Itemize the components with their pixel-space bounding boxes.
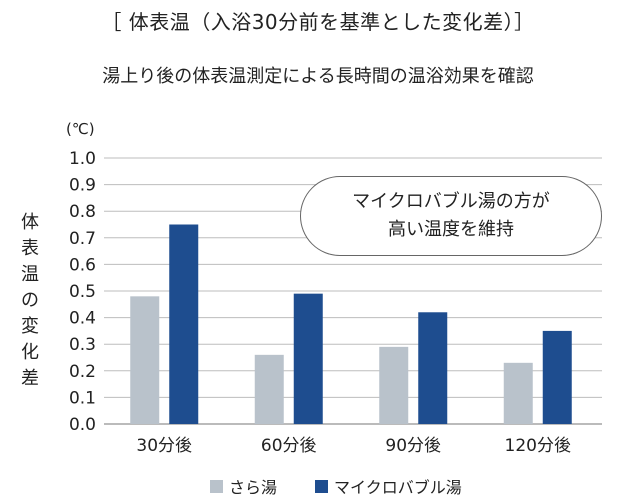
legend-label-sara: さら湯 (229, 478, 278, 497)
y-tick-label: 0.2 (69, 362, 96, 382)
chart-subtitle: 湯上り後の体表温測定による長時間の温浴効果を確認 (102, 66, 534, 87)
bar-microbubble (293, 293, 323, 424)
bar-microbubble (418, 312, 448, 424)
bar-sara (130, 296, 160, 424)
y-tick-label: 0.0 (69, 415, 96, 435)
x-tick-label: 90分後 (385, 436, 441, 456)
bar-microbubble (169, 224, 199, 424)
legend-item-sara: さら湯 (210, 474, 277, 498)
legend-label-microbubble: マイクロバブル湯 (334, 478, 462, 497)
callout-bubble: マイクロバブル湯の方が 高い温度を維持 (300, 176, 602, 256)
x-tick-label: 60分後 (261, 436, 317, 456)
y-tick-label: 0.5 (69, 282, 96, 302)
bar-sara (503, 362, 533, 424)
y-tick-label: 1.0 (69, 149, 96, 169)
y-tick-label: 0.8 (69, 202, 96, 222)
x-tick-label: 30分後 (136, 436, 192, 456)
legend-item-microbubble: マイクロバブル湯 (315, 474, 462, 498)
bar-sara (379, 346, 409, 424)
y-tick-label: 0.3 (69, 335, 96, 355)
chart-title: ［ 体表温（入浴30分前を基準とした変化差）］ (101, 10, 535, 34)
y-tick-label: 0.6 (69, 255, 96, 275)
y-tick-label: 0.4 (69, 309, 96, 329)
y-tick-label: 0.7 (69, 229, 96, 249)
bar-microbubble (542, 330, 572, 424)
legend-swatch-sara (210, 479, 223, 493)
y-unit-label: (℃) (66, 120, 95, 138)
y-axis-label: 体表温の変化差 (21, 212, 39, 389)
y-tick-label: 0.1 (69, 388, 96, 408)
legend: さら湯 マイクロバブル湯 (210, 474, 500, 498)
x-tick-label: 120分後 (505, 436, 571, 456)
legend-swatch-microbubble (315, 479, 329, 493)
bar-sara (254, 354, 284, 424)
y-tick-label: 0.9 (69, 176, 96, 196)
